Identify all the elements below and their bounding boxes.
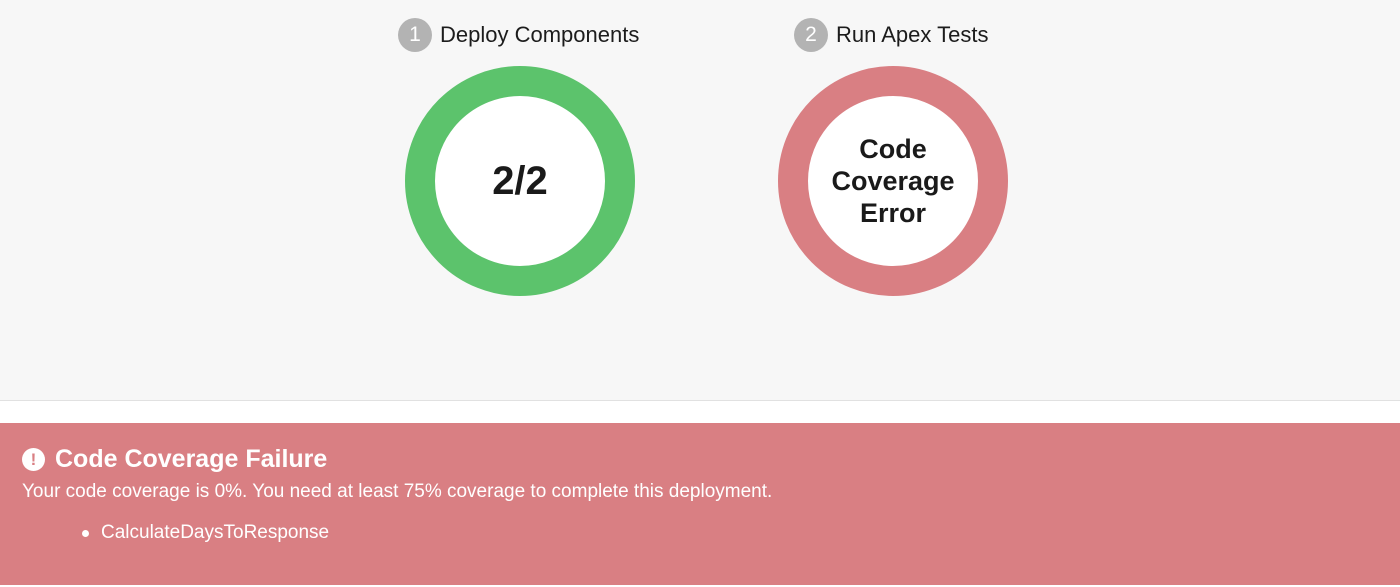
step-1-progress-value: 2/2 [492,158,548,203]
step-1-label: Deploy Components [440,22,640,47]
code-coverage-failure-alert: ! Code Coverage Failure Your code covera… [0,423,1400,585]
alert-message: Your code coverage is 0%. You need at le… [22,481,773,502]
deployment-progress-panel: 1 Deploy Components 2/2 2 Run Apex Tests… [0,18,1400,401]
step-1-number-badge: 1 [398,18,432,52]
step-1-status-ring: 2/2 [405,66,635,296]
failing-classes-list: CalculateDaysToResponse [82,522,329,544]
bullet-icon [82,529,89,537]
step-2-header: 2 Run Apex Tests [794,18,988,52]
step-2-label: Run Apex Tests [836,22,989,47]
step-2-status-ring: Code Coverage Error [778,66,1008,296]
failing-class-name: CalculateDaysToResponse [101,522,330,543]
step-2-number-badge: 2 [794,18,828,52]
step-1-header: 1 Deploy Components [398,18,639,52]
list-item: CalculateDaysToResponse [82,522,329,544]
alert-title-row: ! Code Coverage Failure [22,445,327,474]
step-2-status-text: Code Coverage Error [831,134,955,228]
alert-title: Code Coverage Failure [55,445,328,473]
exclamation-circle-icon: ! [22,448,45,471]
